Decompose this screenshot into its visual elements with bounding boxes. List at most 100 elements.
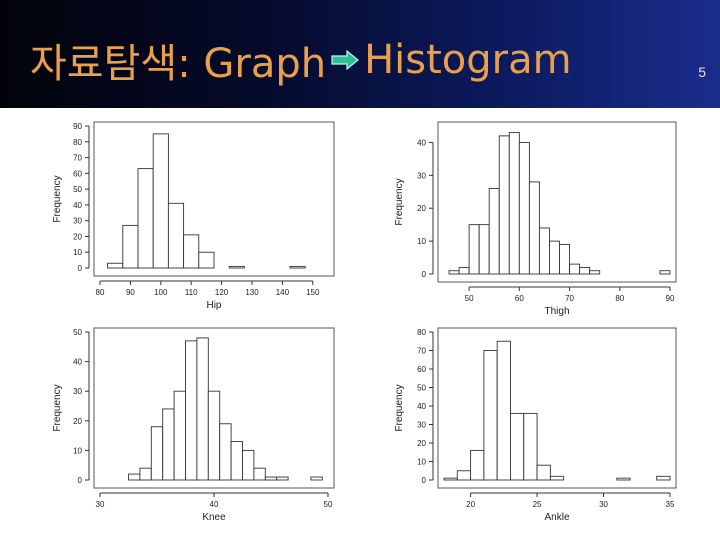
x-tick-label: 20 [466, 500, 475, 509]
title-suffix: Histogram [364, 37, 572, 83]
y-tick-label: 30 [417, 171, 426, 180]
x-tick-label: 90 [666, 294, 675, 303]
histogram-bar [207, 390, 221, 481]
x-tick-label: 30 [96, 500, 105, 509]
y-tick-label: 20 [73, 232, 82, 241]
histogram-svg: 0 10 20 30 40 50 60 70 80 90 80 90 100 110 120 130 140 15… [52, 121, 335, 311]
x-tick-label: 140 [276, 288, 290, 297]
x-tick-label: 60 [515, 294, 524, 303]
histogram-bar [173, 390, 186, 481]
histogram-bar [219, 423, 232, 481]
histogram-bar [559, 243, 571, 275]
y-axis-title: Frequency [394, 178, 405, 225]
histogram-bar [549, 475, 565, 481]
histogram-svg: 0 10 20 30 40 50 60 70 80 20 25 30 35 Ankle Frequency [394, 327, 677, 523]
title-prefix: 자료탐색: Graph [30, 41, 327, 87]
histogram-bar [528, 181, 540, 275]
histogram-bar [198, 251, 215, 269]
histogram-bar [498, 135, 510, 275]
x-tick-label: 80 [615, 294, 624, 303]
histogram-bar [470, 449, 485, 481]
plot-frame [93, 121, 335, 277]
y-tick-label: 80 [73, 138, 82, 147]
histogram-bar [289, 265, 306, 269]
y-tick-label: 60 [73, 169, 82, 178]
histogram-bar [656, 475, 671, 481]
y-axis-title: Frequency [52, 175, 63, 222]
x-axis-title: Thigh [544, 306, 569, 317]
x-axis-title: Knee [202, 512, 226, 523]
knee-histogram: 0 10 20 30 40 50 30 40 50 Knee Frequency [44, 322, 344, 527]
slide-header: 자료탐색: Graph Histogram 5 [0, 0, 720, 108]
histogram-bar [589, 270, 601, 275]
x-tick-label: 90 [126, 288, 135, 297]
histogram-bar [510, 412, 525, 481]
histogram-bar [167, 202, 185, 269]
histogram-bar [107, 262, 124, 269]
x-tick-label: 110 [185, 288, 198, 297]
right-arrow-icon [331, 49, 360, 71]
x-tick-label: 35 [666, 500, 675, 509]
y-tick-label: 50 [417, 384, 426, 393]
histogram-bar [448, 270, 460, 275]
histogram-bar [456, 470, 472, 481]
histogram-bar [538, 227, 550, 275]
histogram-bar [137, 168, 154, 269]
y-tick-label: 30 [417, 421, 426, 430]
x-tick-label: 120 [215, 288, 229, 297]
plot-frame [437, 121, 677, 283]
y-tick-label: 70 [417, 347, 426, 356]
y-tick-label: 0 [422, 476, 427, 485]
y-tick-label: 90 [73, 122, 82, 131]
histogram-bar [185, 340, 198, 481]
x-tick-label: 40 [210, 500, 219, 509]
histogram-bar [443, 477, 458, 481]
y-tick-label: 0 [78, 264, 83, 273]
histogram-bar [523, 412, 538, 481]
histogram-bar [488, 188, 500, 275]
histogram-bar [276, 476, 289, 481]
histogram-bar [569, 263, 581, 275]
y-tick-label: 10 [417, 237, 426, 246]
histogram-bar [518, 141, 530, 275]
plot-frame [93, 327, 335, 489]
plot-frame [437, 327, 677, 489]
y-tick-label: 10 [73, 248, 82, 257]
histogram-bar [162, 408, 175, 481]
y-tick-label: 40 [417, 402, 426, 411]
x-tick-label: 70 [565, 294, 574, 303]
y-tick-label: 50 [73, 185, 82, 194]
y-tick-label: 70 [73, 154, 82, 163]
histogram-bar [264, 476, 278, 481]
x-axis-title: Hip [206, 300, 221, 311]
histogram-svg: 0 10 20 30 40 50 30 40 50 Knee Frequency [52, 327, 335, 523]
histogram-svg: 0 10 20 30 40 50 60 70 80 90 Thigh Frequency [394, 121, 677, 317]
histogram-bar [458, 266, 470, 275]
x-tick-label: 130 [245, 288, 259, 297]
y-tick-label: 50 [73, 328, 82, 337]
histogram-bar [478, 224, 490, 275]
histogram-bar [183, 234, 200, 269]
ankle-histogram: 0 10 20 30 40 50 60 70 80 20 25 30 35 Ankle Frequency [386, 322, 686, 527]
page-number: 5 [698, 64, 706, 80]
histogram-bar [579, 266, 591, 275]
y-tick-label: 10 [73, 446, 82, 455]
x-tick-label: 50 [324, 500, 333, 509]
histogram-bar [536, 464, 551, 481]
histogram-bar [253, 467, 266, 481]
y-axis-title: Frequency [394, 384, 405, 431]
hip-histogram: 0 10 20 30 40 50 60 70 80 90 80 90 100 110 120 130 140 15… [44, 116, 344, 316]
y-tick-label: 10 [417, 458, 426, 467]
histogram-bar [228, 265, 245, 269]
histogram-bar [242, 449, 255, 481]
histogram-bar [230, 441, 243, 481]
histogram-bar [128, 473, 141, 481]
histogram-bar [508, 132, 520, 275]
histogram-bar [152, 133, 169, 269]
histogram-bar [150, 426, 164, 481]
y-tick-label: 40 [417, 138, 426, 147]
slide-title: 자료탐색: Graph Histogram [30, 30, 572, 90]
y-tick-label: 0 [422, 270, 427, 279]
y-tick-label: 20 [417, 204, 426, 213]
histogram-bar [659, 270, 671, 275]
